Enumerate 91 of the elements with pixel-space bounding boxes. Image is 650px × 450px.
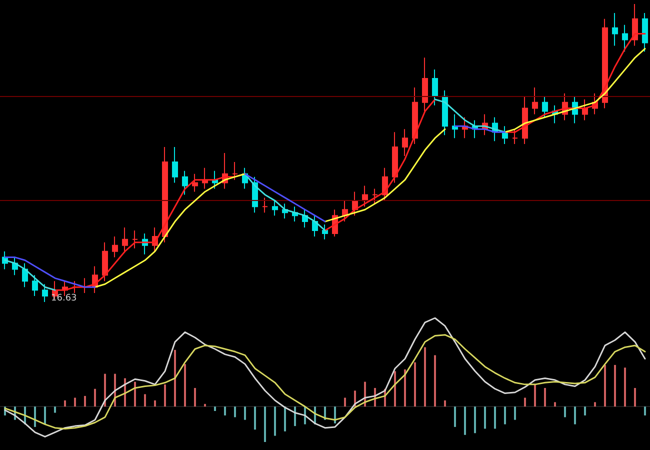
bar [424,347,426,407]
bar [174,350,176,407]
bar [414,362,416,407]
bar [434,355,436,407]
bar [54,406,56,413]
bar [94,388,96,407]
candlestick [532,86,538,115]
bar [204,404,206,407]
bar [544,388,546,407]
bar [604,364,606,407]
bar [234,406,236,418]
bar [44,406,46,424]
candlestick [192,173,198,192]
bar [74,398,76,407]
bar [644,406,646,416]
candlestick [632,4,638,46]
bar [264,406,266,442]
bar [294,406,296,426]
candlestick [342,200,348,222]
candlestick [642,12,648,52]
bar [274,406,276,436]
bar [334,406,336,424]
bar [474,406,476,434]
bar [224,406,226,416]
candlestick [22,262,28,288]
candlestick [622,24,628,52]
candlestick [202,167,208,190]
candlestick [452,114,458,139]
annotation: 16.63 [51,294,77,304]
candlestick [102,242,108,282]
bar [394,371,396,407]
bar [134,382,136,407]
bar [64,400,66,407]
bar [34,406,36,427]
candlestick [602,18,608,109]
bar [504,406,506,424]
bar [594,402,596,407]
bar [344,398,346,407]
bar [254,406,256,430]
candlestick [582,98,588,121]
candlestick [132,230,138,249]
bar [484,406,486,429]
bar [144,394,146,407]
bar [464,406,466,435]
bar [534,384,536,407]
candlestick [392,132,398,184]
bar [104,374,106,407]
bar [564,406,566,418]
candlestick [422,57,428,112]
candlestick [162,146,168,243]
bar [574,406,576,424]
bar [624,368,626,407]
bar [164,384,166,407]
candlestick [362,185,368,208]
candlestick [172,146,178,184]
bar [634,388,636,407]
bar [454,406,456,427]
candlestick [112,236,118,258]
candlestick [322,224,328,240]
bar [554,402,556,407]
candlestick [272,200,278,216]
bar [584,406,586,416]
candlestick [442,90,448,136]
bar [404,369,406,407]
candlestick [412,86,418,145]
bar [84,396,86,407]
candlestick [512,128,518,145]
candlestick [372,188,378,204]
bar [244,406,246,420]
bar [494,406,496,429]
bar [444,400,446,407]
candlestick [542,96,548,118]
candlestick [612,12,618,46]
candlestick [182,170,188,196]
bar [284,406,286,432]
candlestick [262,197,268,214]
candlestick [212,170,218,190]
bar [214,406,216,411]
bar [194,388,196,407]
bar [524,398,526,407]
candlestick [42,284,48,302]
bar [514,406,516,420]
candlestick [32,274,38,297]
bar [184,364,186,407]
candlestick [312,215,318,237]
candlestick [402,128,408,156]
bar [154,400,156,407]
candlestick [122,227,128,252]
candlestick [432,69,438,106]
bar [614,364,616,407]
candlestick [232,161,238,180]
